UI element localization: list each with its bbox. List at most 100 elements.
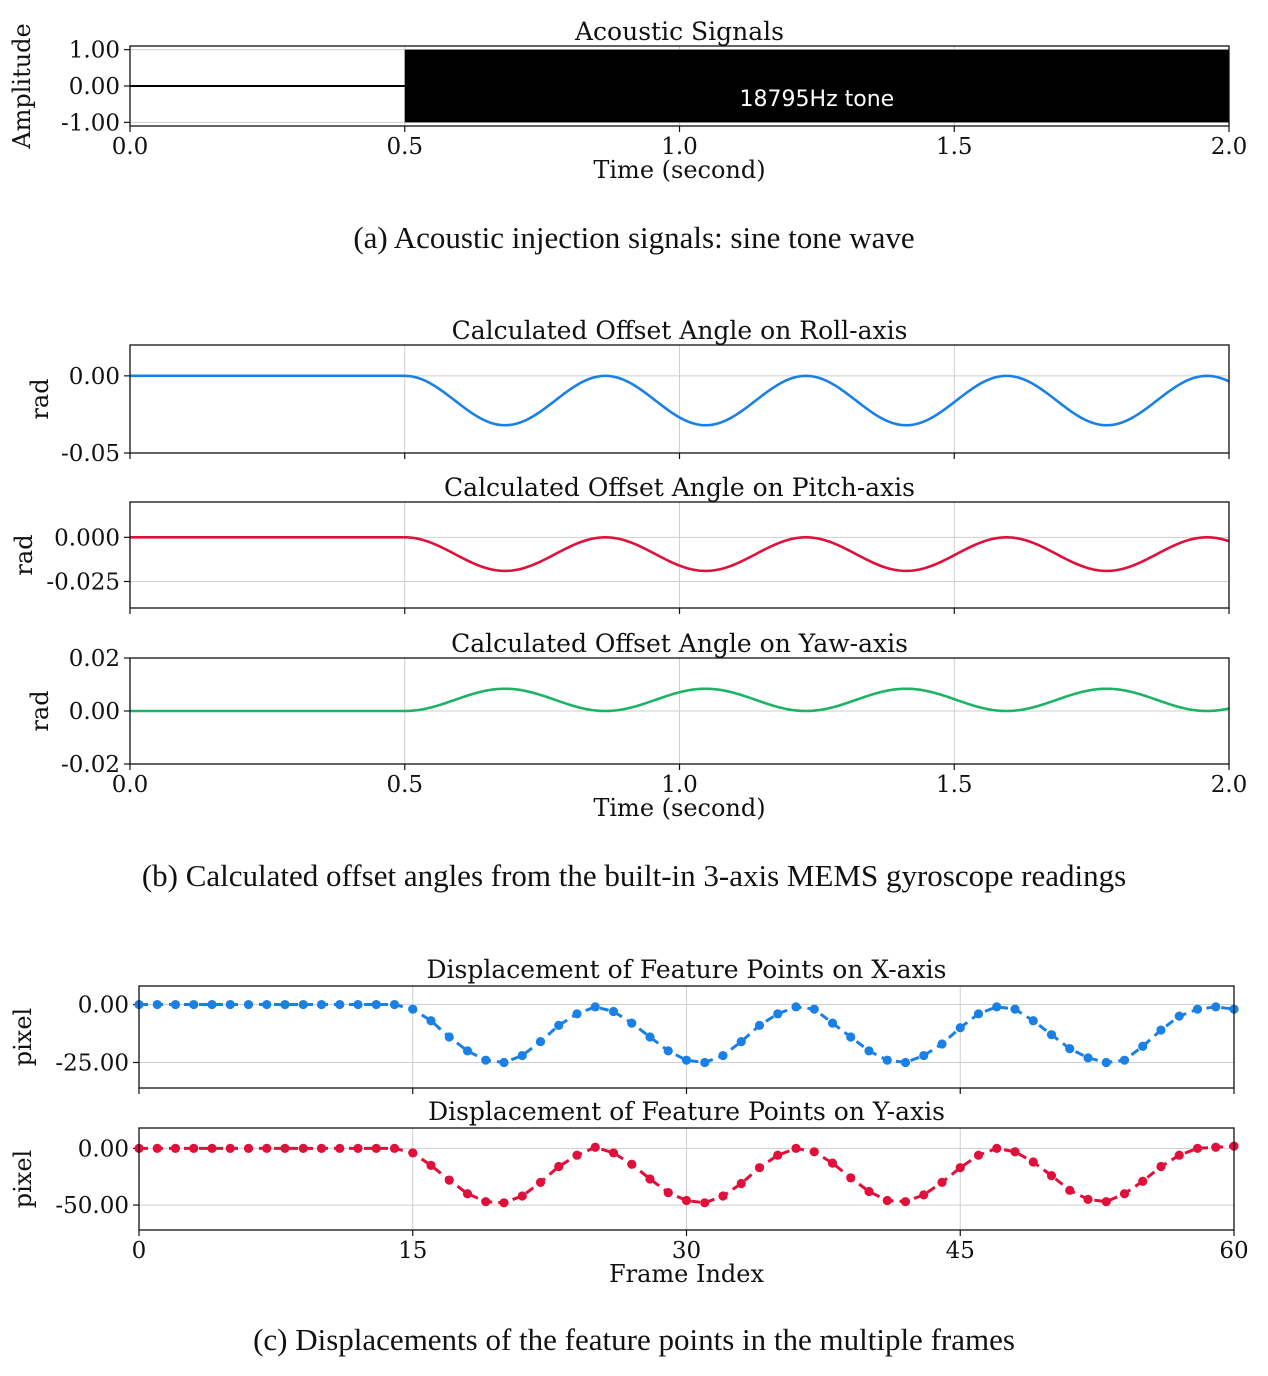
data-point [499, 1198, 509, 1208]
data-point [992, 1143, 1002, 1153]
chart-pitch: 0.000 -0.025 Calculated Offset Angle on Pi… [10, 473, 1230, 614]
caption-a: (a) Acoustic injection signals: sine ton… [353, 220, 914, 255]
data-point [1138, 1041, 1148, 1051]
x-axis-label: Time (second) [593, 156, 765, 184]
y-axis-label: Amplitude [8, 23, 36, 149]
y-axis-label: rad [10, 534, 38, 575]
data-point [444, 1175, 454, 1185]
data-point [700, 1057, 710, 1068]
data-point [189, 999, 199, 1010]
chart-title: Calculated Offset Angle on Yaw-axis [451, 629, 908, 658]
x-tick-label: 1.0 [661, 772, 698, 798]
data-point [462, 1046, 473, 1056]
y-tick-label: 0.00 [69, 74, 120, 100]
data-point [207, 999, 217, 1010]
y-tick-label: -0.02 [61, 752, 120, 778]
data-point [189, 1143, 199, 1153]
data-point [718, 1191, 728, 1201]
plot-frame [138, 985, 1235, 1089]
chart-dispy: 0.00 -50.000 15 30 45 60 Displacement of Featu… [9, 1097, 1249, 1288]
x-tick-label: 60 [1219, 1238, 1248, 1264]
data-point [572, 1150, 582, 1160]
y-axis-label: pixel [9, 1008, 37, 1066]
data-point [535, 1177, 546, 1187]
x-tick-label: 1.5 [936, 134, 973, 160]
y-tick-label: -0.025 [46, 570, 120, 596]
data-point [1174, 1011, 1184, 1021]
data-point [353, 999, 363, 1010]
data-point [262, 999, 272, 1010]
data-point [919, 1190, 929, 1200]
data-point [1065, 1185, 1075, 1195]
data-point [408, 1148, 418, 1158]
data-point [955, 1023, 965, 1033]
x-tick-label: 1.5 [936, 772, 973, 798]
data-point [681, 1195, 692, 1206]
x-tick-label: 0 [132, 1238, 147, 1264]
data-point [225, 999, 235, 1010]
data-point [590, 1142, 600, 1152]
x-tick-label: 0.0 [112, 134, 149, 160]
chart-roll: 0.00 -0.05 Calculated Offset Angle on Roll… [26, 316, 1230, 467]
y-tick-label: 0.000 [54, 525, 120, 551]
data-point [1119, 1055, 1130, 1065]
data-point [809, 1004, 819, 1014]
data-point [1211, 1002, 1221, 1012]
data-point [243, 999, 254, 1010]
series-line-yaw [130, 687, 1230, 713]
data-point [973, 1150, 984, 1160]
data-point [627, 1159, 637, 1169]
data-point [426, 1160, 436, 1170]
data-point [335, 999, 345, 1010]
data-point [1010, 1147, 1020, 1157]
y-tick-label: 0.00 [69, 699, 120, 725]
plot-frame [138, 1127, 1235, 1231]
data-point [298, 999, 308, 1010]
data-point [754, 1163, 765, 1173]
series-line-roll [130, 374, 1230, 427]
data-point [846, 1173, 856, 1183]
data-point [481, 1055, 491, 1065]
data-point [389, 1143, 400, 1153]
annotation-label: 18795Hz tone [740, 87, 895, 112]
data-point [1046, 1171, 1057, 1181]
data-point [408, 1004, 418, 1014]
data-point [1156, 1025, 1166, 1035]
data-point [389, 999, 400, 1010]
data-point [608, 1148, 619, 1158]
y-tick-label: 0.02 [69, 646, 120, 672]
data-point [900, 1197, 911, 1207]
data-point [481, 1197, 491, 1207]
data-point [462, 1189, 473, 1199]
data-point [882, 1195, 892, 1206]
x-tick-label: 45 [946, 1238, 975, 1264]
data-point [1138, 1176, 1148, 1186]
data-point [791, 1143, 801, 1153]
data-point [371, 1143, 381, 1153]
caption-c: (c) Displacements of the feature points … [253, 1322, 1015, 1357]
data-point [827, 1018, 838, 1028]
x-tick-label: 2.0 [1211, 772, 1248, 798]
data-point [1046, 1030, 1057, 1040]
data-point [225, 1143, 235, 1153]
data-point [827, 1158, 838, 1168]
data-point [992, 1002, 1002, 1012]
y-tick-label: 1.00 [69, 38, 120, 64]
data-point [937, 1177, 947, 1187]
data-point [645, 1032, 655, 1042]
data-point [517, 1050, 527, 1061]
chart-title: Displacement of Feature Points on X-axis [427, 955, 947, 984]
data-point [1101, 1197, 1111, 1207]
data-point [736, 1037, 746, 1047]
data-point [1192, 1143, 1203, 1153]
data-point [1174, 1150, 1184, 1160]
data-point [554, 1161, 564, 1172]
y-tick-label: -0.05 [61, 441, 120, 467]
data-point [791, 1002, 801, 1012]
data-point [645, 1174, 655, 1184]
data-point [1211, 1142, 1221, 1152]
data-point [280, 1143, 290, 1153]
data-point [1101, 1057, 1111, 1068]
data-point [170, 1143, 181, 1153]
x-tick-label: 0.0 [112, 772, 149, 798]
